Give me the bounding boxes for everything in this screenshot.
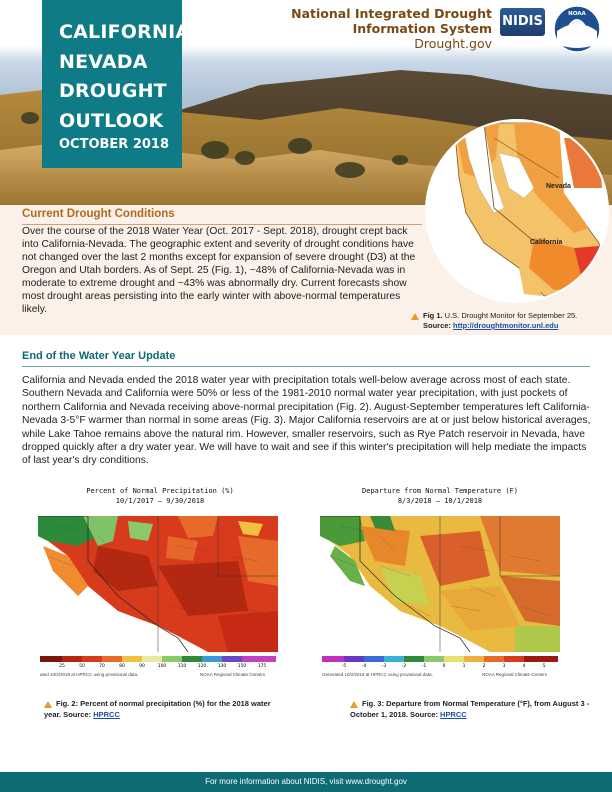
legend-label: 130	[218, 663, 227, 669]
triangle-bullet-icon	[44, 700, 52, 708]
temperature-legend-labels: -5 -4 -3 -2 -1 0 1 2 3 4 5	[342, 663, 546, 669]
legend-label: 120	[198, 663, 207, 669]
legend-label: 1	[463, 663, 466, 669]
legend-label: 0	[443, 663, 446, 669]
precip-footnote-left: ated 10/2/2018 at HPRCC using provisiona…	[40, 672, 139, 677]
current-conditions-heading: Current Drought Conditions	[22, 208, 175, 220]
legend-label: 150	[238, 663, 247, 669]
temp-map-title: Departure from Normal Temperature (F) 8/…	[320, 486, 560, 506]
fig1-caption-label: Fig 1.	[423, 311, 443, 320]
temp-map-title-line2: 8/3/2018 – 10/1/2018	[397, 497, 483, 505]
temp-footnote-left: Generated 10/2/2018 at HPRCC using provi…	[322, 672, 433, 677]
fig3-caption: Fig. 3: Departure from Normal Temperatur…	[350, 698, 590, 720]
title-line: CALIFORNIA-	[59, 21, 199, 43]
title-line: NEVADA	[59, 50, 148, 73]
legend-label: -4	[362, 663, 367, 669]
noaa-logo: NOAA	[553, 5, 601, 53]
legend-label: -5	[342, 663, 347, 669]
heading-divider	[22, 224, 422, 225]
drought-monitor-link[interactable]: http://droughtmonitor.unl.edu	[453, 321, 559, 330]
noaa-logo-text: NOAA	[568, 11, 586, 17]
legend-label: 2	[483, 663, 486, 669]
hprcc-link[interactable]: HPRCC	[93, 710, 120, 719]
eowy-heading: End of the Water Year Update	[22, 350, 176, 362]
temp-footnote-right: NOAA Regional Climate Centers	[482, 672, 548, 677]
legend-label: 80	[119, 663, 125, 669]
legend-label: 5	[543, 663, 546, 669]
legend-label: 100	[158, 663, 167, 669]
legend-label: -3	[382, 663, 387, 669]
org-name-line2: Information System	[352, 21, 492, 36]
precip-map-title-line2: 10/1/2017 – 9/30/2018	[115, 497, 205, 505]
legend-label: 175	[258, 663, 267, 669]
org-name-block: National Integrated Drought Information …	[291, 6, 492, 51]
fig1-caption-text: U.S. Drought Monitor for September 25.	[442, 311, 578, 320]
title-line: DROUGHT	[59, 80, 167, 102]
fig1-caption: Fig 1. U.S. Drought Monitor for Septembe…	[411, 311, 609, 331]
fig2-caption: Fig. 2: Percent of normal precipitation …	[44, 698, 284, 720]
precip-map-title-line1: Percent of Normal Precipitation (%)	[86, 487, 234, 495]
legend-label: 3	[503, 663, 506, 669]
org-name-line1: National Integrated Drought	[291, 6, 492, 21]
legend-label: 4	[523, 663, 526, 669]
fig1-source-label: Source:	[423, 321, 454, 330]
precip-map-title: Percent of Normal Precipitation (%) 10/1…	[40, 486, 280, 506]
legend-label: -2	[402, 663, 407, 669]
map-label-california: California	[530, 239, 562, 246]
map-label-nevada: Nevada	[546, 183, 571, 190]
legend-label: 50	[79, 663, 85, 669]
temperature-legend-bar	[322, 656, 558, 662]
drought-monitor-map: Nevada California	[425, 119, 609, 303]
fig2-caption-label: Fig. 2:	[56, 699, 79, 708]
precip-footnote-right: NOAA Regional Climate Centers	[200, 672, 266, 677]
legend-label: 70	[99, 663, 105, 669]
title-block: CALIFORNIA- NEVADA DROUGHT OUTLOOK OCTOB…	[42, 0, 199, 168]
nidis-logo: NIDIS	[500, 8, 545, 36]
hprcc-link[interactable]: HPRCC	[440, 710, 467, 719]
fig3-caption-label: Fig. 3:	[362, 699, 385, 708]
fig3-caption-text: Departure from Normal Temperature (°F), …	[350, 699, 590, 719]
triangle-bullet-icon	[350, 700, 358, 708]
legend-label: 90	[139, 663, 145, 669]
legend-label: -1	[422, 663, 427, 669]
footer-bar: For more information about NIDIS, visit …	[0, 772, 612, 792]
precip-legend-bar	[40, 656, 276, 662]
temp-map-title-line1: Departure from Normal Temperature (F)	[362, 487, 518, 495]
legend-label: 110	[178, 663, 187, 669]
heading-divider	[22, 366, 590, 367]
temperature-map	[320, 516, 560, 652]
legend-label: 25	[59, 663, 65, 669]
eowy-body: California and Nevada ended the 2018 wat…	[22, 375, 591, 467]
title-date: OCTOBER 2018	[59, 137, 170, 152]
precip-legend-labels: 25 50 70 80 90 100 110 120 130 150 175	[59, 663, 267, 669]
fig2-caption-text: Percent of normal precipitation (%) for …	[44, 699, 271, 719]
title-line: OUTLOOK	[59, 109, 164, 132]
precip-map	[38, 516, 278, 652]
current-conditions-body: Over the course of the 2018 Water Year (…	[22, 226, 416, 315]
triangle-bullet-icon	[411, 312, 419, 320]
org-url[interactable]: Drought.gov	[414, 36, 492, 51]
